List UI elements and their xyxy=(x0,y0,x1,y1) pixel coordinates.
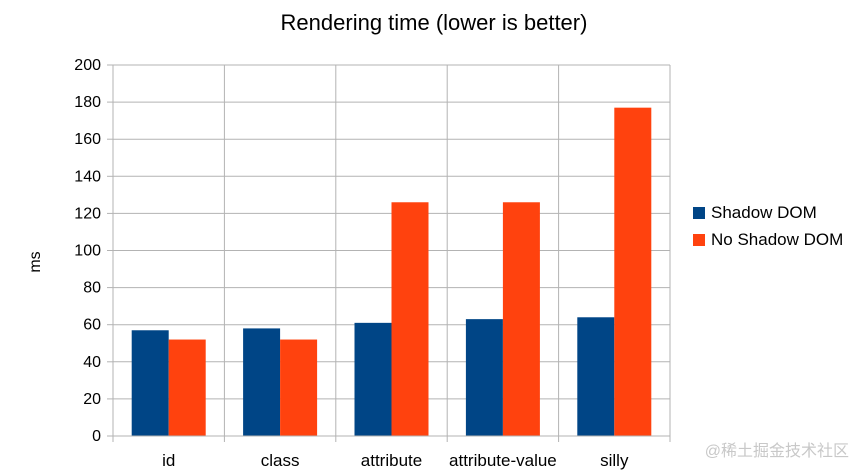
y-tick-label-200: 200 xyxy=(74,57,101,74)
bars-layer xyxy=(131,107,652,436)
bar-silly-shadow-dom xyxy=(577,317,615,436)
y-tick-label-0: 0 xyxy=(92,428,101,445)
bar-attribute-value-shadow-dom xyxy=(465,319,503,436)
y-tick-label-40: 40 xyxy=(83,354,101,371)
y-tick-label-20: 20 xyxy=(83,391,101,408)
bar-id-no-shadow-dom xyxy=(168,339,206,436)
axes-layer xyxy=(112,64,671,437)
bar-id-shadow-dom xyxy=(131,330,169,436)
x-tick-label-attribute: attribute xyxy=(361,451,422,470)
y-tick-label-60: 60 xyxy=(83,317,101,334)
bar-attribute-value-no-shadow-dom xyxy=(502,202,540,436)
x-tick-label-silly: silly xyxy=(600,451,629,470)
bar-attribute-no-shadow-dom xyxy=(391,202,429,436)
y-axis-label: ms xyxy=(27,251,44,272)
bar-attribute-shadow-dom xyxy=(354,322,392,436)
y-tick-label-100: 100 xyxy=(74,243,101,260)
legend-swatch-shadow-dom xyxy=(693,207,705,219)
y-tick-label-120: 120 xyxy=(74,205,101,222)
legend-label-shadow-dom: Shadow DOM xyxy=(711,203,817,222)
ticks-layer: 0 20 40 60 80 100 120 140 160 180 200 id class attrib… xyxy=(74,57,629,470)
x-tick-label-attribute-value: attribute-value xyxy=(449,451,557,470)
chart-title: Rendering time (lower is better) xyxy=(281,10,588,35)
y-tick-label-140: 140 xyxy=(74,168,101,185)
x-tick-label-class: class xyxy=(261,451,300,470)
bar-silly-no-shadow-dom xyxy=(614,107,652,436)
y-tick-label-180: 180 xyxy=(74,94,101,111)
legend: Shadow DOM No Shadow DOM xyxy=(693,203,843,249)
watermark: @稀土掘金技术社区 xyxy=(705,442,849,460)
y-tick-label-160: 160 xyxy=(74,131,101,148)
bar-class-shadow-dom xyxy=(243,328,281,436)
bar-class-no-shadow-dom xyxy=(280,339,318,436)
y-tick-label-80: 80 xyxy=(83,280,101,297)
legend-swatch-no-shadow-dom xyxy=(693,234,705,246)
x-tick-label-id: id xyxy=(162,451,175,470)
legend-label-no-shadow-dom: No Shadow DOM xyxy=(711,230,843,249)
